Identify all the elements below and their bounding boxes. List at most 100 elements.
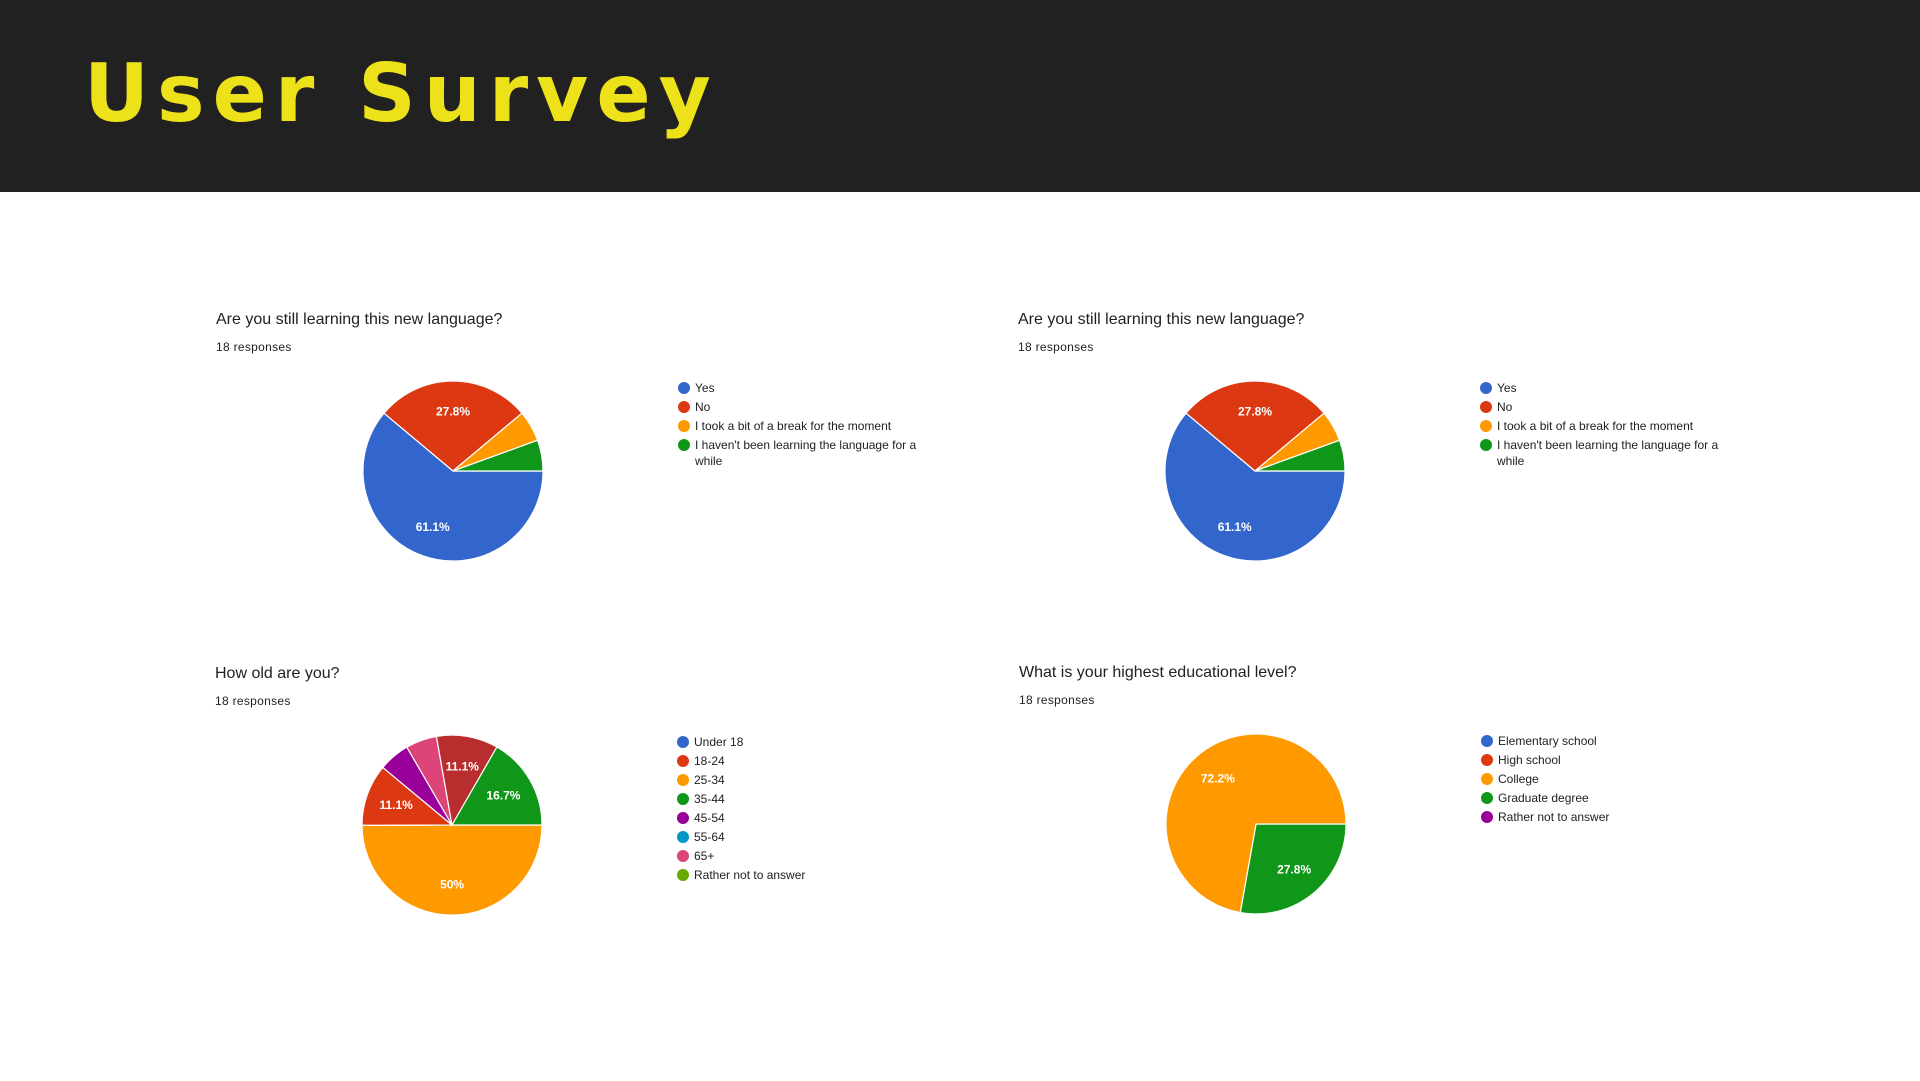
survey-panel-2: Are you still learning this new language… [1018,311,1778,611]
survey-panel-4: What is your highest educational level? … [1019,664,1779,964]
legend-label: Rather not to answer [694,868,806,882]
legend-label: Under 18 [694,735,744,749]
legend-label: I took a bit of a break for the moment [1497,419,1694,433]
legend-item: No [1480,399,1730,415]
legend-swatch [677,774,689,786]
pie-chart: 50% 11.1% 11.1% 16.7% [361,734,543,916]
legend-swatch [1481,773,1493,785]
legend-label: Rather not to answer [1498,810,1610,824]
chart-legend: Yes No I took a bit of a break for the mom… [1480,380,1730,472]
chart-legend: Under 18 18-24 25-34 35-44 45-54 55-64 65+ Rath… [677,734,927,886]
legend-item: 35-44 [677,791,927,807]
legend-item: 18-24 [677,753,927,769]
pie-chart: 61.1% 27.8% [362,380,544,562]
legend-swatch [678,382,690,394]
legend-swatch [678,401,690,413]
legend-swatch [677,850,689,862]
legend-label: 45-54 [694,811,725,825]
legend-swatch [1480,401,1492,413]
legend-swatch [1481,792,1493,804]
pie-slice [362,412,544,562]
pie-data-label: 27.8% [436,405,470,419]
pie-slice [452,439,544,472]
response-count: 18 responses [215,694,291,708]
pie-chart: 27.8% 72.2% [1165,733,1347,915]
legend-swatch [1481,754,1493,766]
pie-slice [361,824,543,916]
legend-label: Yes [1497,381,1517,395]
legend-label: I took a bit of a break for the moment [695,419,892,433]
question-title: Are you still learning this new language… [1018,311,1305,328]
legend-swatch [1481,811,1493,823]
pie-data-label: 61.1% [416,520,450,534]
legend-item: I haven't been learning the language for… [678,437,928,469]
legend-label: 18-24 [694,754,725,768]
pie-data-label: 27.8% [1277,863,1311,877]
legend-item: I took a bit of a break for the moment [678,418,928,434]
legend-label: College [1498,772,1539,786]
pie-slice [450,746,543,826]
pie-slice [1165,733,1347,914]
legend-item: College [1481,771,1731,787]
legend-swatch [677,812,689,824]
legend-item: 55-64 [677,829,927,845]
question-title: What is your highest educational level? [1019,664,1297,681]
legend-swatch [678,420,690,432]
legend-label: Yes [695,381,715,395]
legend-item: 45-54 [677,810,927,826]
pie-data-label: 72.2% [1201,771,1235,785]
legend-label: 65+ [694,849,715,863]
response-count: 18 responses [216,340,292,354]
survey-panel-3: How old are you? 18 responses 50% 11.1% 11… [215,665,975,965]
pie-slice [1254,439,1346,472]
chart-legend: Yes No I took a bit of a break for the mom… [678,380,928,472]
legend-label: I haven't been learning the language for… [1497,438,1719,468]
legend-label: 55-64 [694,830,725,844]
pie-chart: 61.1% 27.8% [1164,380,1346,562]
legend-swatch [1480,439,1492,451]
legend-label: 25-34 [694,773,725,787]
pie-data-label: 11.1% [379,798,413,812]
legend-item: Rather not to answer [677,867,927,883]
pie-slice [383,380,523,472]
pie-data-label: 50% [440,877,464,891]
response-count: 18 responses [1019,693,1095,707]
legend-swatch [677,831,689,843]
legend-label: No [1497,400,1513,414]
response-count: 18 responses [1018,340,1094,354]
pie-slice [1239,823,1347,915]
legend-item: Yes [678,380,928,396]
legend-label: Elementary school [1498,734,1597,748]
pie-data-label: 61.1% [1218,520,1252,534]
legend-label: Graduate degree [1498,791,1589,805]
question-title: How old are you? [215,665,340,682]
legend-item: Elementary school [1481,733,1731,749]
legend-swatch [677,755,689,767]
legend-swatch [1480,382,1492,394]
pie-slice [1185,380,1325,472]
legend-item: Rather not to answer [1481,809,1731,825]
pie-data-label: 16.7% [486,788,520,802]
header-bar: User Survey [0,0,1920,192]
legend-item: Graduate degree [1481,790,1731,806]
legend-item: I took a bit of a break for the moment [1480,418,1730,434]
legend-item: 65+ [677,848,927,864]
legend-item: No [678,399,928,415]
pie-data-label: 11.1% [446,760,480,774]
legend-label: High school [1498,753,1561,767]
legend-swatch [677,793,689,805]
question-title: Are you still learning this new language… [216,311,503,328]
legend-item: High school [1481,752,1731,768]
legend-swatch [1480,420,1492,432]
page-title: User Survey [84,47,719,140]
legend-swatch [677,869,689,881]
legend-item: Yes [1480,380,1730,396]
legend-swatch [1481,735,1493,747]
legend-item: 25-34 [677,772,927,788]
pie-data-label: 27.8% [1238,405,1272,419]
chart-legend: Elementary school High school College Gradu… [1481,733,1731,828]
survey-panel-1: Are you still learning this new language… [216,311,976,611]
legend-item: Under 18 [677,734,927,750]
legend-swatch [677,736,689,748]
legend-swatch [678,439,690,451]
